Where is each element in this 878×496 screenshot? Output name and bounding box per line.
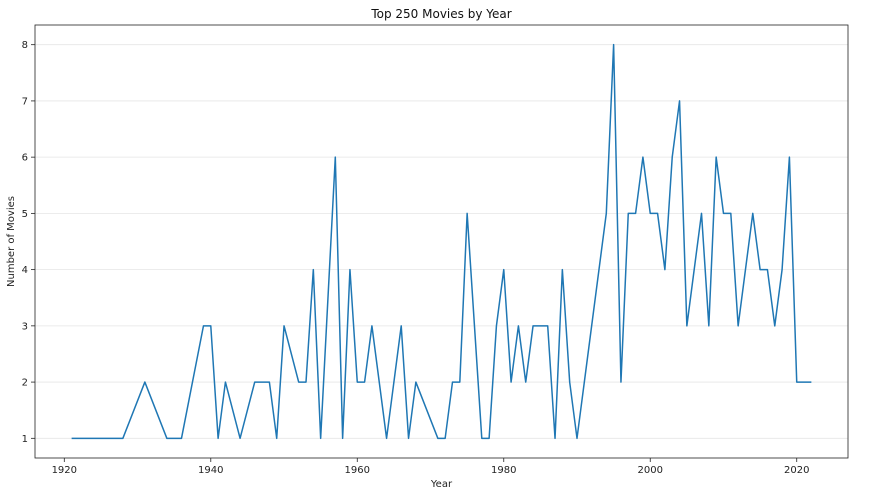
grid-lines [35,44,848,439]
y-tick-label: 6 [22,153,28,164]
y-axis: 1 2 3 4 5 6 7 8 [22,40,35,445]
y-tick-label: 2 [22,378,28,389]
x-tick-label: 1920 [52,465,77,476]
plot-frame [34,24,849,459]
y-tick-label: 7 [22,96,28,107]
x-tick-label: 1940 [198,465,223,476]
y-tick-label: 3 [22,321,28,332]
y-tick-label: 4 [22,265,28,276]
chart-title: Top 250 Movies by Year [370,7,511,21]
y-tick-label: 5 [22,209,28,220]
x-axis: 1920 1940 1960 1980 2000 2020 [52,458,809,476]
series-group [71,43,812,440]
x-tick-label: 2000 [638,465,663,476]
y-tick-label: 1 [22,434,28,445]
x-tick-label: 1960 [345,465,370,476]
x-tick-label: 1980 [491,465,516,476]
series-line [71,43,812,440]
x-tick-label: 2020 [784,465,809,476]
y-axis-label: Number of Movies [6,196,17,287]
y-tick-label: 8 [22,40,28,51]
x-axis-label: Year [430,479,453,490]
